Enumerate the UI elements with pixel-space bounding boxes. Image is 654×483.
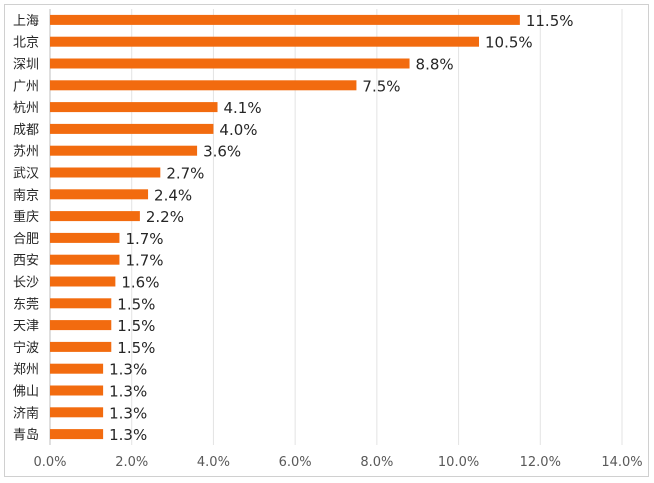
bar [50,80,357,91]
bar [50,298,112,309]
bar [50,58,410,69]
bar [50,36,479,47]
x-tick-label: 6.0% [279,455,312,470]
data-label: 4.0% [219,121,257,139]
data-label: 1.3% [109,361,147,379]
data-label: 1.5% [117,317,155,335]
bar [50,363,104,374]
category-label: 佛山 [13,385,39,400]
data-label: 11.5% [526,12,574,30]
category-label: 天津 [13,319,39,334]
bar [50,276,116,287]
x-tick-label: 10.0% [438,455,479,470]
category-label: 济南 [13,405,39,421]
category-label: 合肥 [13,232,39,247]
bar [50,123,214,134]
category-label: 武汉 [13,167,39,182]
data-label: 3.6% [203,143,241,161]
bar [50,211,140,222]
bar [50,14,520,25]
category-label: 成都 [13,123,39,138]
bar [50,320,112,331]
x-tick-label: 14.0% [601,455,642,470]
data-label: 8.8% [416,56,454,74]
data-label: 2.2% [146,208,184,226]
category-label: 深圳 [13,58,39,73]
bar [50,407,104,418]
data-label: 2.4% [154,186,192,204]
data-label: 1.5% [117,295,155,313]
data-label: 4.1% [224,99,262,117]
bar [50,429,104,440]
bar [50,341,112,352]
category-label: 苏州 [13,144,39,160]
data-label: 1.3% [109,404,147,422]
category-label: 东莞 [13,297,39,312]
data-label: 1.5% [117,339,155,357]
data-label: 1.3% [109,383,147,401]
data-label: 1.7% [125,230,163,248]
category-label: 重庆 [13,209,39,225]
bar [50,102,218,113]
bar [50,189,149,200]
bar [50,232,120,243]
x-tick-label: 12.0% [520,455,561,470]
category-label: 杭州 [13,101,39,116]
bar [50,254,120,265]
x-tick-label: 2.0% [115,455,148,470]
bar [50,385,104,396]
category-label: 郑州 [13,363,39,378]
bar [50,167,161,178]
data-label: 1.3% [109,426,147,444]
data-label: 7.5% [362,77,400,95]
x-tick-label: 4.0% [197,455,230,470]
x-tick-label: 8.0% [360,455,393,470]
category-label: 上海 [13,14,39,29]
category-label: 青岛 [13,427,39,443]
data-label: 1.7% [125,252,163,270]
x-tick-label: 0.0% [33,455,66,470]
category-label: 长沙 [13,276,39,291]
category-label: 宁波 [13,340,39,356]
data-label: 10.5% [485,34,533,52]
bar [50,145,198,156]
data-label: 1.6% [121,274,159,292]
category-label: 西安 [13,254,39,269]
category-label: 北京 [13,36,39,51]
category-label: 南京 [13,187,39,203]
data-label: 2.7% [166,165,204,183]
category-label: 广州 [13,79,39,94]
